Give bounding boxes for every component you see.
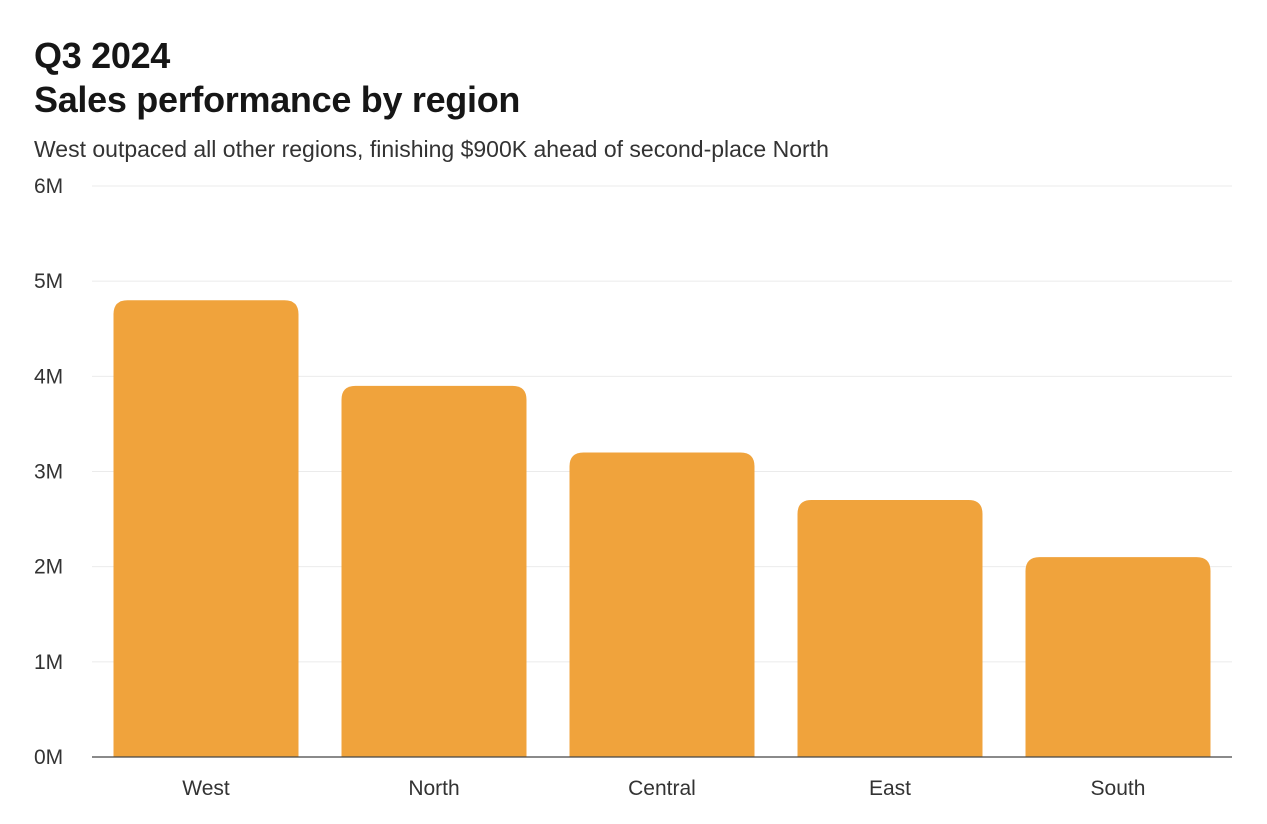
chart-subtitle: West outpaced all other regions, finishi… bbox=[34, 136, 829, 162]
bar-central bbox=[569, 452, 755, 757]
y-tick-label: 6M bbox=[34, 175, 63, 198]
bar-east bbox=[797, 500, 983, 757]
y-axis-tick-labels: 0M 1M 2M 3M 4M 5M 6M bbox=[34, 175, 63, 769]
x-axis-category-labels: West North Central East South bbox=[182, 777, 1145, 800]
x-category-label: North bbox=[408, 777, 459, 800]
chart-header: Q3 2024 Sales performance by region West… bbox=[34, 34, 1234, 164]
bar-south bbox=[1025, 557, 1211, 757]
y-tick-label: 5M bbox=[34, 270, 63, 293]
bar-west bbox=[113, 300, 299, 757]
bar-north bbox=[341, 385, 527, 757]
y-tick-label: 4M bbox=[34, 365, 63, 388]
y-tick-label: 0M bbox=[34, 746, 63, 769]
y-tick-label: 3M bbox=[34, 461, 63, 484]
bars bbox=[113, 300, 1211, 757]
x-category-label: South bbox=[1091, 777, 1146, 800]
y-tick-label: 1M bbox=[34, 651, 63, 674]
x-category-label: West bbox=[182, 777, 230, 800]
chart-title-line-2: Sales performance by region bbox=[34, 79, 521, 120]
x-category-label: Central bbox=[628, 777, 696, 800]
y-tick-label: 2M bbox=[34, 556, 63, 579]
x-category-label: East bbox=[869, 777, 911, 800]
chart-title-line-1: Q3 2024 bbox=[34, 35, 171, 76]
